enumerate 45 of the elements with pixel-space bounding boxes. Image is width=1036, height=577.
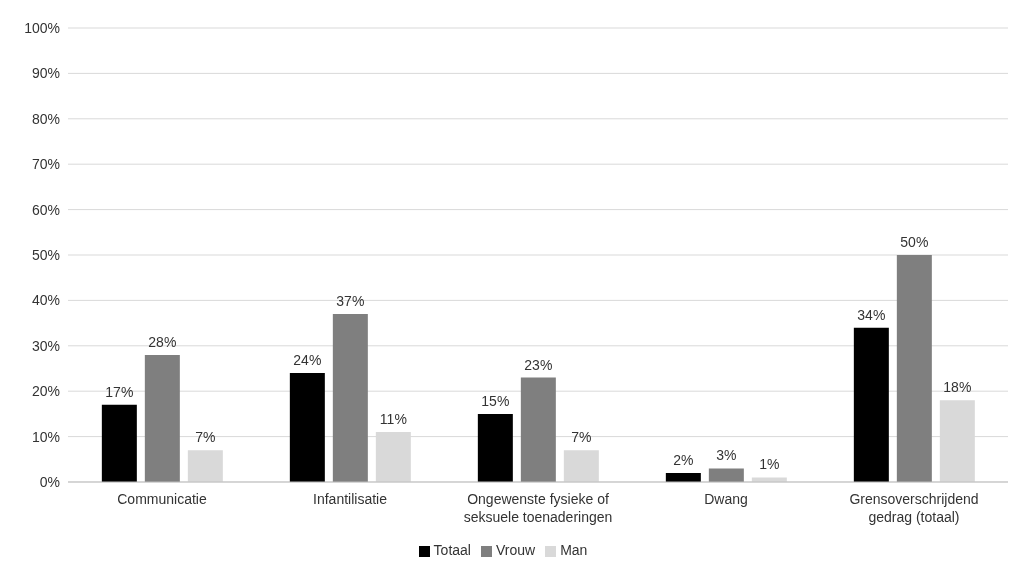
y-tick-label: 40% bbox=[31, 292, 60, 309]
x-tick-label: Communicatie bbox=[117, 491, 207, 507]
data-label: 34% bbox=[857, 306, 886, 323]
x-tick-label: Infantilisatie bbox=[313, 491, 388, 507]
y-tick-label: 10% bbox=[31, 428, 60, 445]
y-tick-label: 20% bbox=[31, 383, 60, 400]
bar bbox=[144, 354, 180, 482]
data-label: 18% bbox=[943, 379, 972, 396]
y-tick-label: 90% bbox=[31, 65, 60, 82]
y-tick-label: 60% bbox=[31, 201, 60, 218]
bar bbox=[563, 450, 599, 482]
y-tick-label: 80% bbox=[31, 110, 60, 127]
data-label: 23% bbox=[524, 356, 553, 373]
y-tick-label: 0% bbox=[39, 473, 60, 490]
bar bbox=[853, 327, 889, 482]
bar bbox=[187, 450, 223, 482]
data-label: 7% bbox=[195, 429, 216, 446]
data-label: 17% bbox=[105, 383, 134, 400]
data-label: 3% bbox=[716, 447, 737, 464]
data-label: 37% bbox=[336, 293, 365, 310]
x-tick-label: Ongewenste fysieke of seksuele toenaderingen bbox=[463, 491, 613, 525]
bar bbox=[520, 377, 556, 482]
legend-label: Man bbox=[560, 542, 588, 558]
legend-label: Totaal bbox=[433, 542, 471, 558]
bar bbox=[101, 404, 137, 482]
bar bbox=[708, 468, 744, 482]
y-tick-label: 70% bbox=[31, 156, 60, 173]
y-tick-label: 50% bbox=[31, 246, 60, 263]
y-tick-label: 30% bbox=[31, 337, 60, 354]
y-tick-label: 100% bbox=[24, 19, 60, 36]
data-label: 24% bbox=[293, 352, 322, 369]
data-label: 50% bbox=[900, 234, 929, 250]
bar bbox=[896, 255, 932, 482]
bar bbox=[289, 373, 325, 482]
x-tick-label: Grensoverschrijdend gedrag (totaal) bbox=[849, 491, 979, 525]
data-label: 1% bbox=[759, 456, 780, 473]
x-tick-label: Dwang bbox=[704, 491, 748, 507]
bar bbox=[332, 314, 368, 482]
data-label: 28% bbox=[148, 333, 177, 350]
data-label: 11% bbox=[379, 411, 407, 428]
legend-label: Vrouw bbox=[495, 542, 536, 558]
data-label: 7% bbox=[571, 429, 592, 446]
data-label: 15% bbox=[481, 392, 510, 409]
data-label: 2% bbox=[673, 451, 694, 468]
bar bbox=[477, 413, 513, 482]
